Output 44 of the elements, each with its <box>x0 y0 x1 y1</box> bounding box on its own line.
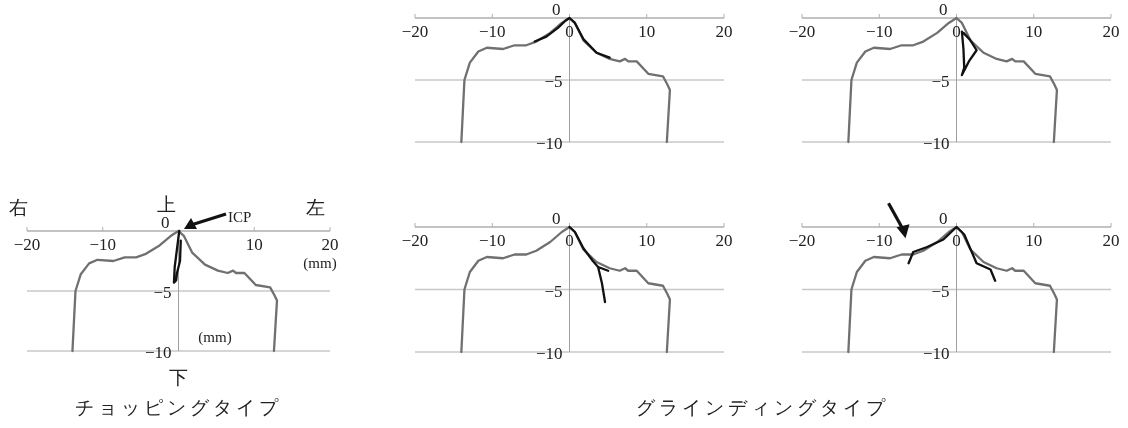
x-tick-label: 10 <box>1025 231 1043 250</box>
text: グラインディングタイプ <box>635 397 889 418</box>
y-tick-label: −10 <box>922 134 950 153</box>
y-tick-label: −5 <box>931 72 950 91</box>
y-tick-label: 0 <box>939 0 948 19</box>
y-tick-label: −10 <box>535 344 563 363</box>
text: 左 <box>305 197 325 218</box>
x-tick-label: −10 <box>478 231 506 250</box>
text: チョッピングタイプ <box>74 397 282 418</box>
y-tick-label: −10 <box>535 134 563 153</box>
text: 上 <box>156 194 176 215</box>
x-tick-label: −10 <box>89 235 117 254</box>
x-tick-label: −20 <box>788 231 816 250</box>
y-tick-label: −5 <box>931 281 950 301</box>
text: 右 <box>8 197 28 218</box>
x-tick-label: −20 <box>401 22 429 41</box>
x-tick-label: −10 <box>478 22 506 41</box>
x-tick-label: −20 <box>788 22 816 41</box>
x-tick-label: 20 <box>715 22 733 41</box>
y-tick-label: 0 <box>161 213 170 232</box>
text: ICP <box>228 209 252 225</box>
annotation: (mm) <box>198 329 232 346</box>
x-tick-label: 20 <box>715 231 733 250</box>
y-tick-label: −10 <box>922 344 950 363</box>
annotation: (mm) <box>303 255 337 272</box>
x-tick-label: −20 <box>13 235 41 254</box>
y-tick-label: 0 <box>552 209 561 228</box>
x-tick-label: −20 <box>401 231 429 250</box>
y-tick-label: −5 <box>153 283 172 302</box>
y-tick-label: 0 <box>939 209 948 228</box>
y-tick-label: −5 <box>544 72 563 91</box>
x-tick-label: −10 <box>865 231 893 250</box>
x-tick-label: 20 <box>321 235 339 254</box>
x-tick-label: 10 <box>1025 22 1043 41</box>
x-tick-label: 20 <box>1102 22 1120 41</box>
x-tick-label: 20 <box>1102 231 1120 250</box>
x-tick-label: −10 <box>865 22 893 41</box>
x-tick-label: 10 <box>245 235 263 254</box>
x-tick-label: 10 <box>638 231 656 250</box>
x-tick-label: 10 <box>638 22 656 41</box>
y-tick-label: −10 <box>144 343 172 362</box>
y-tick-label: −5 <box>544 281 563 301</box>
text: 下 <box>168 367 188 388</box>
y-tick-label: 0 <box>552 0 561 19</box>
